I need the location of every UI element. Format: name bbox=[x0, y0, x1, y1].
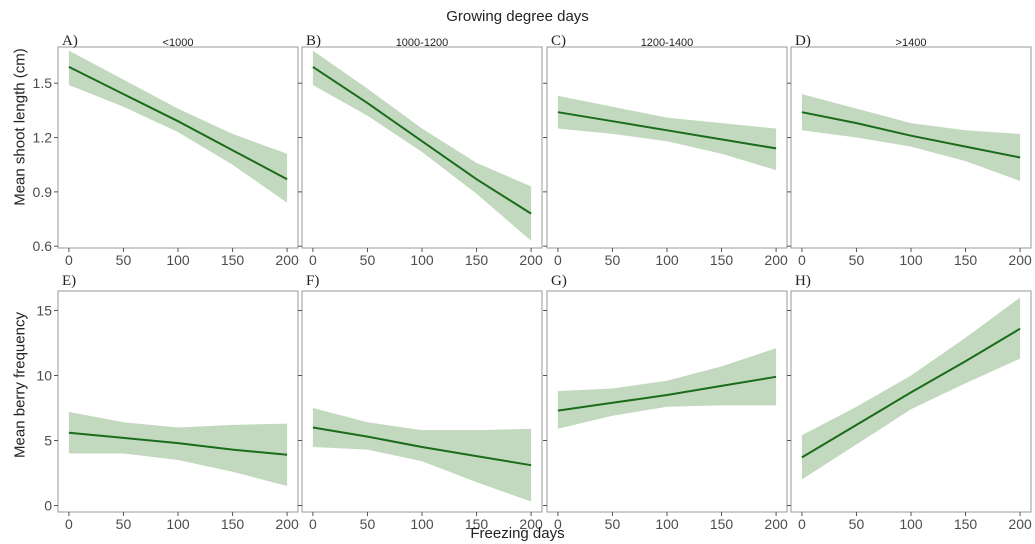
panel-h-x-tick-label: 0 bbox=[798, 516, 806, 532]
panel-d-strip-title: >1400 bbox=[896, 37, 927, 49]
panel-b-x-tick-label: 200 bbox=[519, 252, 543, 268]
x-axis-title: Freezing days bbox=[470, 525, 565, 542]
panel-b-x-tick-label: 0 bbox=[309, 252, 317, 268]
panel-e-x-tick-label: 150 bbox=[221, 516, 245, 532]
panel-f-x-tick-label: 100 bbox=[410, 516, 434, 532]
panel-e-x-tick-label: 0 bbox=[65, 516, 73, 532]
panel-a-x-tick-label: 100 bbox=[166, 252, 190, 268]
panel-b-fitted-line bbox=[312, 66, 532, 215]
panel-f-fitted-line bbox=[312, 426, 532, 467]
panel-a-fitted-line bbox=[68, 66, 288, 181]
panel-d-letter: D) bbox=[795, 33, 811, 49]
panel-e-x-tick-label: 200 bbox=[275, 516, 299, 532]
panel-f-x-tick-label: 200 bbox=[519, 516, 543, 532]
panel-a-x-tick-label: 0 bbox=[65, 252, 73, 268]
panel-g-confidence-band bbox=[557, 348, 777, 429]
panel-c-x-tick-label: 50 bbox=[605, 252, 621, 268]
panel-g-x-tick-label: 50 bbox=[605, 516, 621, 532]
panel-f-x-tick-label: 0 bbox=[309, 516, 317, 532]
panel-e-letter: E) bbox=[62, 273, 76, 289]
panel-b-x-tick-label: 100 bbox=[410, 252, 434, 268]
panel-e-y-tick-label: 15 bbox=[36, 303, 52, 319]
panel-e-confidence-band bbox=[68, 411, 288, 486]
panel-e-x-tick-label: 50 bbox=[116, 516, 132, 532]
panel-c-x-tick-label: 200 bbox=[764, 252, 788, 268]
facet-title: Growing degree days bbox=[446, 8, 589, 25]
panel-c-x-tick-label: 100 bbox=[655, 252, 679, 268]
panel-d-x-tick-label: 150 bbox=[954, 252, 978, 268]
panel-a-letter: A) bbox=[62, 33, 78, 49]
panel-b-letter: B) bbox=[306, 33, 321, 49]
panel-a-y-tick-label: 0.9 bbox=[33, 184, 53, 200]
panel-c-x-tick-label: 150 bbox=[710, 252, 734, 268]
panel-f-confidence-band bbox=[312, 408, 532, 502]
panel-e-y-tick-label: 0 bbox=[44, 498, 52, 514]
panel-h-confidence-band bbox=[801, 297, 1021, 480]
panel-h-x-tick-label: 100 bbox=[899, 516, 923, 532]
panel-c-strip-title: 1200-1400 bbox=[641, 37, 694, 49]
panel-a-y-tick-label: 1.2 bbox=[33, 130, 53, 146]
panel-b-x-tick-label: 50 bbox=[360, 252, 376, 268]
panel-d-confidence-band bbox=[801, 94, 1021, 181]
panel-d-x-tick-label: 200 bbox=[1008, 252, 1032, 268]
panel-g-x-tick-label: 0 bbox=[554, 516, 562, 532]
panel-h-x-tick-label: 200 bbox=[1008, 516, 1032, 532]
panel-e-y-tick-label: 10 bbox=[36, 368, 52, 384]
panel-d-x-tick-label: 50 bbox=[849, 252, 865, 268]
panel-g-x-tick-label: 100 bbox=[655, 516, 679, 532]
panel-e-y-tick-label: 5 bbox=[44, 433, 52, 449]
panel-b-strip-title: 1000-1200 bbox=[396, 37, 449, 49]
panel-b-x-tick-label: 150 bbox=[465, 252, 489, 268]
panel-g-letter: G) bbox=[551, 273, 567, 289]
panel-a-x-tick-label: 50 bbox=[116, 252, 132, 268]
panel-e-fitted-line bbox=[68, 431, 288, 456]
panel-h-x-tick-label: 50 bbox=[849, 516, 865, 532]
panel-f-x-tick-label: 150 bbox=[465, 516, 489, 532]
panel-c-letter: C) bbox=[551, 33, 566, 49]
panel-a-x-tick-label: 150 bbox=[221, 252, 245, 268]
panel-d-x-tick-label: 0 bbox=[798, 252, 806, 268]
panel-g-fitted-line bbox=[557, 375, 777, 412]
panel-c-fitted-line bbox=[557, 111, 777, 150]
panel-e-x-tick-label: 100 bbox=[166, 516, 190, 532]
panel-c-x-tick-label: 0 bbox=[554, 252, 562, 268]
panel-g-x-tick-label: 150 bbox=[710, 516, 734, 532]
panel-a-confidence-band bbox=[68, 50, 288, 203]
panel-a-strip-title: <1000 bbox=[163, 37, 194, 49]
panel-h-letter: H) bbox=[795, 273, 811, 289]
panel-a-y-tick-label: 1.5 bbox=[33, 75, 53, 91]
panel-b-confidence-band bbox=[312, 50, 532, 241]
panel-f-x-tick-label: 50 bbox=[360, 516, 376, 532]
panel-a-x-tick-label: 200 bbox=[275, 252, 299, 268]
panel-d-fitted-line bbox=[801, 111, 1021, 159]
panel-a-y-tick-label: 0.6 bbox=[33, 238, 53, 254]
panel-c-confidence-band bbox=[557, 95, 777, 171]
panel-h-x-tick-label: 150 bbox=[954, 516, 978, 532]
panel-f-letter: F) bbox=[306, 273, 319, 289]
panel-d-x-tick-label: 100 bbox=[899, 252, 923, 268]
panel-h-fitted-line bbox=[801, 327, 1021, 459]
panel-g-x-tick-label: 200 bbox=[764, 516, 788, 532]
